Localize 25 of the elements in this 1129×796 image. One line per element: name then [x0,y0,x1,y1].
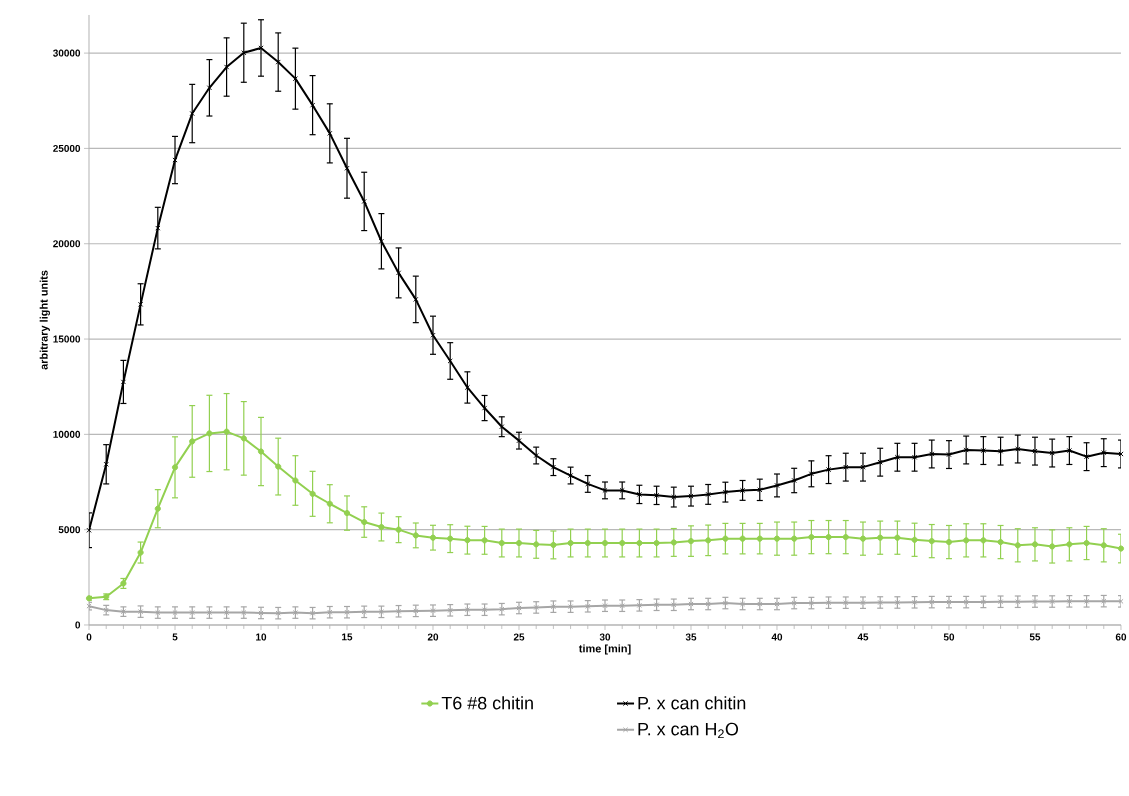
x-tick-label: 60 [1115,633,1127,641]
x-tick-label: 40 [771,633,783,641]
x-tick-label: 10 [256,633,267,641]
y-tick-label: 30000 [53,49,81,57]
x-tick-label: 0 [86,633,92,641]
y-tick-label: 5000 [58,526,81,534]
y-tick-label: 0 [75,621,81,629]
legend-label: P. x can chitin [638,696,746,710]
y-tick-label: 10000 [53,430,81,438]
x-tick-label: 5 [172,633,178,641]
y-tick-label: 25000 [53,144,81,152]
x-axis-title: time [min] [578,644,631,655]
y-tick-label: 20000 [53,240,81,248]
x-tick-label: 45 [857,633,869,641]
x-tick-label: 15 [342,633,353,641]
x-tick-label: 55 [1029,633,1041,641]
y-axis-title: arbitrary light units [39,270,50,370]
x-tick-label: 35 [685,633,697,641]
x-tick-label: 50 [943,633,955,641]
y-tick-label: 15000 [53,335,81,343]
x-tick-label: 25 [513,633,525,641]
x-tick-label: 30 [599,633,611,641]
legend-label: T6 #8 chitin [441,696,533,710]
x-tick-label: 20 [427,633,439,641]
legend-label: P. x can H$_{2}$O [638,722,739,739]
